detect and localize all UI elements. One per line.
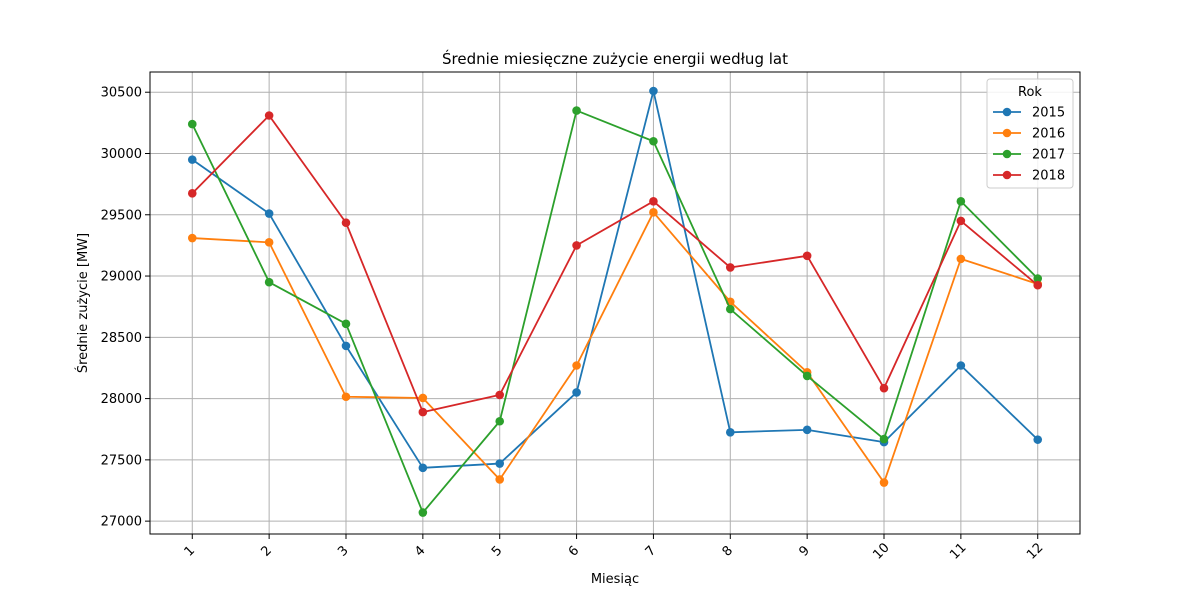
- data-point: [649, 208, 658, 217]
- x-tick-label: 1: [182, 543, 198, 559]
- x-tick-label: 8: [720, 543, 736, 559]
- x-axis-label: Miesiąc: [591, 572, 639, 587]
- data-point: [572, 241, 581, 250]
- legend-marker-2018: [1002, 170, 1012, 180]
- data-point: [1033, 274, 1043, 283]
- data-point: [341, 218, 351, 228]
- x-tick-label: 4: [412, 543, 428, 559]
- data-point: [495, 459, 505, 468]
- plot-frame: [149, 71, 1081, 535]
- data-point: [956, 361, 966, 370]
- data-point: [649, 136, 658, 146]
- data-point: [341, 341, 351, 351]
- y-axis-label: Średnie zużycie [MW]: [75, 233, 91, 373]
- data-point: [264, 111, 274, 120]
- data-point: [264, 209, 274, 218]
- data-point: [956, 254, 966, 264]
- data-point: [725, 263, 735, 272]
- data-point: [956, 196, 966, 206]
- grid: [150, 72, 1080, 534]
- data-point: [879, 434, 889, 444]
- data-point: [418, 463, 428, 473]
- data-point: [187, 119, 197, 129]
- data-point: [725, 304, 735, 314]
- data-point: [956, 216, 966, 226]
- data-point: [572, 388, 581, 397]
- data-point: [725, 427, 735, 437]
- legend-label-2017: 2017: [1032, 148, 1065, 163]
- y-tick-label: 30000: [101, 147, 142, 162]
- data-point: [879, 478, 889, 487]
- data-point: [802, 371, 812, 381]
- x-tick-label: 11: [947, 540, 969, 562]
- y-tick-label: 30500: [101, 86, 142, 101]
- data-point: [572, 106, 581, 115]
- data-point: [187, 155, 197, 164]
- legend-title: Rok: [1018, 85, 1042, 100]
- series-line-2015: [191, 90, 1039, 469]
- series-2016: [187, 208, 1043, 487]
- data-point: [1033, 280, 1043, 290]
- data-point: [187, 189, 197, 198]
- ticks: 1 2 3 4 5 6 7 8 9 10 11 122700027500280002850029000…: [101, 86, 1047, 563]
- y-tick-label: 28000: [101, 392, 142, 407]
- series-layer: [187, 86, 1043, 517]
- y-tick-label: 27000: [101, 515, 142, 530]
- legend-label-2015: 2015: [1032, 106, 1065, 121]
- data-point: [802, 251, 812, 261]
- data-point: [341, 392, 351, 402]
- legend-box: [986, 78, 1074, 189]
- legend-marker-2017: [1002, 149, 1012, 159]
- series-2017: [187, 106, 1043, 517]
- legend-marker-2015: [1002, 107, 1012, 117]
- series-line-2016: [192, 211, 1039, 484]
- series-line-2018: [191, 114, 1039, 413]
- x-tick-label: 10: [870, 540, 892, 562]
- data-point: [649, 196, 658, 206]
- data-point: [649, 86, 658, 96]
- x-tick-label: 6: [566, 543, 582, 559]
- legend: Rok 2015 2016 2017 2018: [986, 78, 1074, 189]
- data-point: [264, 277, 274, 287]
- series-2018: [187, 111, 1043, 417]
- legend-label-2018: 2018: [1032, 169, 1065, 184]
- series-line-2017: [191, 109, 1039, 514]
- data-point: [418, 393, 428, 403]
- x-tick-label: 2: [258, 543, 274, 559]
- data-point: [187, 233, 197, 243]
- data-point: [572, 361, 581, 370]
- x-tick-label: 5: [489, 543, 505, 559]
- data-point: [495, 390, 505, 400]
- y-tick-label: 29500: [101, 208, 142, 223]
- data-point: [418, 508, 428, 517]
- data-point: [418, 407, 428, 417]
- y-tick-label: 27500: [101, 453, 142, 468]
- legend-label-2016: 2016: [1032, 127, 1065, 142]
- data-point: [1033, 435, 1043, 444]
- y-tick-label: 28500: [101, 331, 142, 346]
- x-tick-label: 7: [643, 543, 659, 559]
- data-point: [341, 319, 351, 329]
- y-tick-label: 29000: [101, 270, 142, 285]
- data-point: [264, 238, 274, 247]
- data-point: [495, 416, 505, 426]
- legend-marker-2016: [1002, 128, 1012, 138]
- x-tick-label: 9: [796, 543, 812, 559]
- data-point: [495, 475, 505, 484]
- x-tick-label: 3: [335, 543, 351, 559]
- data-point: [879, 383, 889, 393]
- chart-title: Średnie miesięczne zużycie energii wedłu…: [442, 49, 788, 68]
- x-tick-label: 12: [1024, 540, 1046, 562]
- series-2015: [187, 86, 1043, 473]
- data-point: [802, 425, 812, 435]
